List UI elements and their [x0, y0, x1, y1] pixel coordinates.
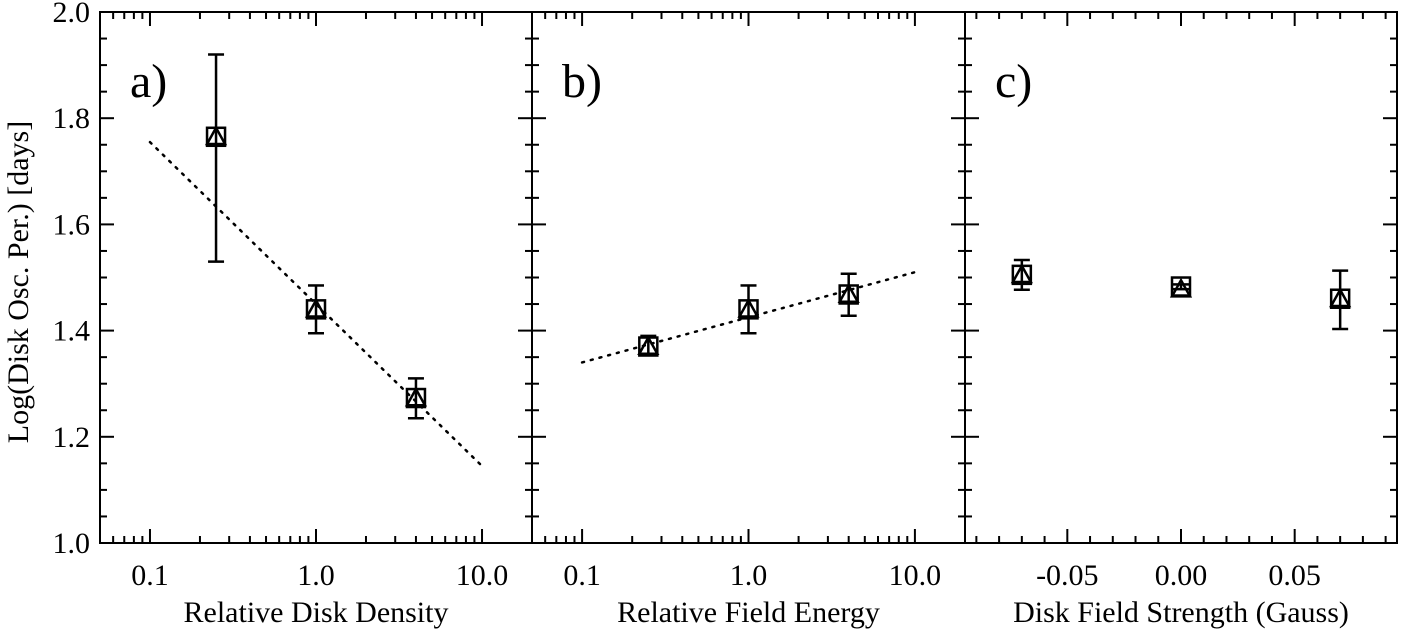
x-tick-label: -0.05 — [1036, 559, 1099, 592]
x-tick-label: 1.0 — [730, 559, 768, 592]
y-axis-title-group: Log(Disk Osc. Per.) [days] — [2, 121, 35, 443]
y-tick-label: 1.6 — [53, 208, 91, 241]
panel-2: 0.1 1.0 10.0 Relative Field Energy b) — [531, 11, 966, 629]
panel-label: c) — [995, 55, 1032, 108]
x-tick-label: 10.0 — [456, 559, 509, 592]
x-tick-label: 1.0 — [297, 559, 335, 592]
y-tick-label: 1.8 — [53, 102, 91, 135]
triangle-marker — [1169, 277, 1193, 298]
panel-label: a) — [130, 55, 167, 108]
y-tick-label: 1.0 — [53, 527, 91, 560]
triangle-marker — [304, 297, 328, 318]
triangle-marker — [1329, 287, 1352, 308]
triangle-marker — [737, 297, 760, 318]
x-axis-title: Disk Field Strength (Gauss) — [1013, 596, 1349, 629]
x-tick-label: 0.05 — [1268, 559, 1321, 592]
x-tick-label: 0.00 — [1155, 559, 1208, 592]
x-tick-label: 0.1 — [131, 559, 169, 592]
x-tick-label: 10.0 — [889, 559, 942, 592]
y-axis-title: Log(Disk Osc. Per.) [days] — [2, 121, 35, 443]
triangle-marker — [637, 334, 660, 355]
y-tick-label: 2.0 — [53, 0, 91, 29]
triangle-marker — [404, 386, 428, 407]
triangle-marker — [837, 282, 860, 303]
x-axis-title: Relative Disk Density — [184, 596, 449, 629]
triangle-marker — [204, 125, 228, 146]
triangle-marker — [1010, 263, 1033, 284]
fit-line — [148, 140, 484, 468]
x-tick-label: 0.1 — [563, 559, 601, 592]
y-tick-label: 1.2 — [53, 421, 91, 454]
y-tick-label: 1.4 — [53, 315, 91, 348]
panel-3: -0.05 0.00 0.05 Disk Field Strength (Gauss)… — [964, 11, 1398, 629]
panel-label: b) — [562, 55, 602, 108]
x-axis-title: Relative Field Energy — [617, 596, 880, 629]
